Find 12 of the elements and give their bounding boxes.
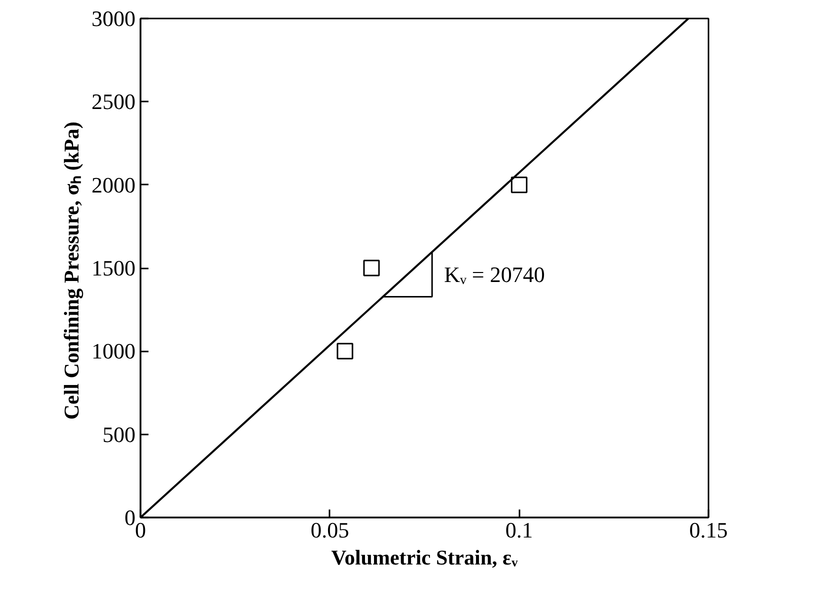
y-tick-label: 2500: [92, 89, 136, 114]
x-tick-label: 0.1: [505, 518, 533, 542]
annotation: Kᵥ = 20740: [444, 262, 545, 287]
x-tick-label: 0.05: [310, 518, 350, 542]
x-tick-label: 0.15: [689, 518, 728, 542]
y-tick-label: 1000: [92, 338, 136, 364]
y-tick-label: 2000: [92, 172, 136, 198]
x-axis-title: Volumetric Strain, εᵥ: [331, 546, 518, 570]
y-axis-title: Cell Confining Pressure, σₕ (kPa): [60, 122, 84, 420]
y-tick-label: 500: [102, 422, 136, 447]
y-tick-label: 1500: [92, 256, 136, 280]
y-tick-label: 3000: [92, 6, 136, 31]
